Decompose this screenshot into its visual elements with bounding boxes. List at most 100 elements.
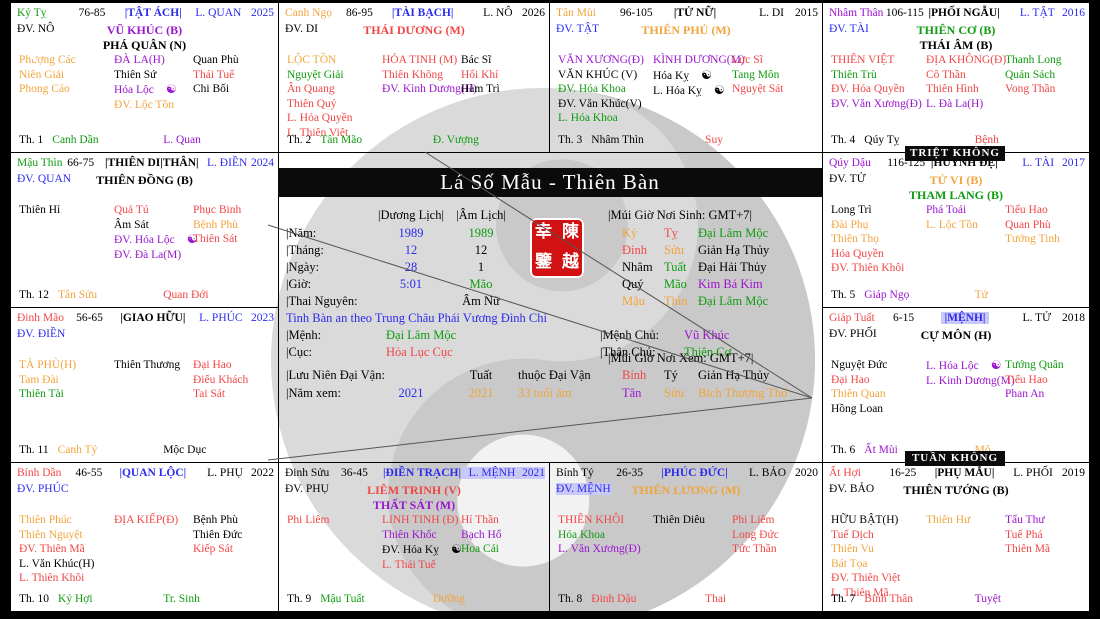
star-name: TẢ PHÙ(H) xyxy=(19,359,77,371)
star-item: ĐV. Văn Xương(Đ) xyxy=(831,97,922,112)
palace-name: |QUAN LỘC| xyxy=(119,467,187,479)
palace-cell-tan-mui[interactable]: Tân Mùi 96-105 |TỬ NỮ| L. DI 2015 ĐV. TẬT THIÊ… xyxy=(549,2,823,153)
pillar-branch: Thìn xyxy=(664,294,688,308)
star-name: Tướng Quân xyxy=(1005,359,1064,371)
month-label: Th. 9 xyxy=(287,593,312,605)
year-label: 2026 xyxy=(521,7,545,19)
star-column: VĂN XƯƠNG(Đ) VĂN KHÚC (V) ĐV. Hóa Khoa ĐV. … xyxy=(558,53,644,126)
next-arrow-icon[interactable] xyxy=(1043,32,1083,64)
palace-cell-quy-dau[interactable]: Qúy Dậu 116-125 |HUYNH ĐỆ| L. TÀI 2017 ĐV. TỬ… xyxy=(822,152,1090,308)
info-row: Bính Tý Giản Hạ Thủy xyxy=(600,368,822,384)
palace-cell-canh-ngo[interactable]: Canh Ngọ 86-95 |TÀI BẠCH| L. NÔ 2026 ĐV. DI TH… xyxy=(278,2,550,153)
palace-cell-giap-tuat[interactable]: Giáp Tuất 6-15 |MỆNH| L. TỬ 2018 ĐV. PHỐI CỰ M… xyxy=(822,307,1090,463)
year-label: 2019 xyxy=(1062,467,1085,479)
triet-khong-badge: TRIỆT KHÔNG xyxy=(905,146,1005,161)
star-item: Bệnh Phù xyxy=(193,218,241,233)
palace-cell-at-hoi[interactable]: Ất Hợi 16-25 |PHỤ MẪU| L. PHỐI 2019 ĐV. BẢO TH… xyxy=(822,462,1090,612)
star-columns: THIÊN VIỆT Thiên Trù ĐV. Hóa Quyền ĐV. Văn … xyxy=(823,53,1089,132)
pillars-table: |Múi Giờ Nơi Sinh: GMT+7| Kỷ Tỵ Đại Lâm Mộc… xyxy=(600,152,822,462)
palace-cell-dinh-mao[interactable]: Đinh Mão 56-65 |GIAO HỮU| L. PHÚC 2023 ĐV. ĐI… xyxy=(10,307,279,463)
star-column: Tiểu Hao Quan Phù Tướng Tinh xyxy=(1005,203,1060,247)
star-name: Tuế Phá xyxy=(1005,528,1043,541)
info-row: |Năm xem: 2021 2021 33 tuổi âm xyxy=(286,386,598,402)
star-item: ĐÀ LA(H) xyxy=(114,53,177,68)
star-name: Hoa Cái xyxy=(461,543,500,555)
prev-arrow-icon[interactable] xyxy=(16,32,56,64)
palace-cell-mau-thin[interactable]: Mậu Thìn 66-75 |THIÊN DI|THÂN| L. ĐIỀN 2024 Đ… xyxy=(10,152,279,308)
star-name: Hóa Lộc xyxy=(114,84,154,96)
star-item: ĐV. Hóa Lộc ☯ xyxy=(114,232,198,248)
star-column: LỘC TỒN Nguyệt Giải Ân Quang Thiên Quý L. Hó… xyxy=(287,53,352,140)
star-name: Tức Thần xyxy=(732,543,777,555)
star-item: ĐV. Thiên Khôi xyxy=(831,261,904,276)
star-name: Âm Sát xyxy=(114,218,149,231)
dv-row: ĐV. PHÚC xyxy=(11,483,278,498)
school-note: Tinh Bàn an theo Trung Châu Phái Vương Đ… xyxy=(286,311,547,325)
dv-row: ĐV. NÔ VŨ KHÚC (B) xyxy=(11,23,278,38)
lunar-value: 1989 xyxy=(468,226,494,240)
month-label: Th. 1 xyxy=(19,134,44,146)
life-stage: Dưỡng xyxy=(432,593,466,605)
age-range: 106-115 xyxy=(885,7,924,19)
star-item: Đại Hao xyxy=(193,358,248,373)
star-column: Tướng Quân Tiểu Hao Phan An xyxy=(1005,358,1064,402)
star-name: Phục Binh xyxy=(193,204,242,216)
age-range: 16-25 xyxy=(889,467,917,479)
star-column: L. Hóa Lộc ☯ L. Kinh Dương(M) xyxy=(926,358,1015,388)
info-row: |Múi Giờ Nơi Sinh: GMT+7| xyxy=(600,208,822,224)
palace-cell-ky-ty[interactable]: Kỷ Tỵ 76-85 |TẬT ÁCH| L. QUAN 2025 ĐV. NÔ VŨ K… xyxy=(10,2,279,153)
star-item: Thiên Trù xyxy=(831,68,922,83)
palace-footer: Th. 2 Tân Mão Đ. Vượng xyxy=(287,134,543,149)
palace-cell-dinh-suu[interactable]: Đinh Sửu 36-45 |ĐIỀN TRẠCH| L. MỆNH 2021 ĐV. … xyxy=(278,462,550,612)
star-item: Phong Cáo xyxy=(19,82,76,97)
star-item: L. Kinh Dương(M) xyxy=(926,374,1015,389)
star-name: L. Thiên Khôi xyxy=(19,572,85,584)
star-column: LINH TINH (Đ) Thiên Khốc ĐV. Hóa Kỵ ☯ L. Thá… xyxy=(382,513,462,572)
star-item: Thiên Quý xyxy=(287,97,352,112)
luu-nien-note: thuộc Đại Vận xyxy=(518,368,591,382)
star-columns: LỘC TỒN Nguyệt Giải Ân Quang Thiên Quý L. Hó… xyxy=(279,53,549,139)
age-range: 46-55 xyxy=(75,467,103,479)
info-label: |Năm: xyxy=(286,226,317,240)
star-item: Thiên Phúc xyxy=(19,513,94,528)
year-label: 2018 xyxy=(1062,312,1085,324)
main-star: THẤT SÁT (M) xyxy=(372,498,456,512)
pillar-element: Đại Lâm Mộc xyxy=(698,226,769,240)
month-label: Th. 3 xyxy=(558,134,583,146)
star-columns: Phi Liêm LINH TINH (Đ) Thiên Khốc ĐV. Hóa K… xyxy=(279,513,549,591)
branch-label: Đinh Sửu xyxy=(285,467,330,479)
palace-footer: Th. 5 Giáp Ngọ Tử xyxy=(831,289,1083,304)
yin-yang-icon: ☯ xyxy=(713,83,725,97)
star-name: Bạch Hổ xyxy=(461,528,502,541)
star-name: Tai Sát xyxy=(193,388,226,400)
solar-value: 5:01 xyxy=(399,277,423,291)
palace-cell-binh-ty[interactable]: Bính Tý 26-35 |PHÚC ĐỨC| L. BẢO 2020 ĐV. MỆNH… xyxy=(549,462,823,612)
star-item: Quán Sách xyxy=(1005,68,1062,83)
life-stage: Tuyệt xyxy=(974,593,1002,605)
star-name: ĐV. Hóa Kỵ xyxy=(382,544,439,556)
star-name: ĐV. Hóa Quyền xyxy=(831,83,905,95)
palace-name: |THIÊN DI|THÂN| xyxy=(105,157,199,169)
star-item: Thiên Sát xyxy=(193,232,241,247)
star-column: Phá Toái L. Lộc Tồn xyxy=(926,203,978,232)
info-row: |Giờ: 5:01 Mão xyxy=(286,277,598,293)
star-name: HỮU BẬT(H) xyxy=(831,514,899,526)
pillar-stem: Đinh xyxy=(622,243,647,257)
star-item: Phi Liêm xyxy=(287,513,330,528)
star-name: Quan Phù xyxy=(1005,218,1051,231)
lunar-value: 12 xyxy=(474,243,488,257)
star-column: ĐỊA KHÔNG(Đ) Cô Thần Thiên Hình L. Đà La(H) xyxy=(926,53,1006,111)
month-label: Th. 2 xyxy=(287,134,312,146)
star-name: L. Hóa Lộc xyxy=(926,360,979,372)
age-range: 26-35 xyxy=(616,467,644,479)
star-name: THIÊN KHÔI xyxy=(558,514,625,526)
palace-cell-binh-dan[interactable]: Bính Dần 46-55 |QUAN LỘC| L. PHỤ 2022 ĐV. PHÚ… xyxy=(10,462,279,612)
age-range: 56-65 xyxy=(76,312,103,324)
star-column: Thiên Hư xyxy=(926,513,970,528)
month-branch: Nhâm Thìn xyxy=(591,134,644,146)
daivan-label: ĐV. DI xyxy=(285,23,319,35)
palace-cell-nham-than[interactable]: Nhâm Thân 106-115 |PHỐI NGẪU| L. TẬT 2016 ĐV.… xyxy=(822,2,1090,153)
star-item: L. Văn Khúc(H) xyxy=(19,557,94,572)
star-name: Cô Thần xyxy=(926,68,966,81)
